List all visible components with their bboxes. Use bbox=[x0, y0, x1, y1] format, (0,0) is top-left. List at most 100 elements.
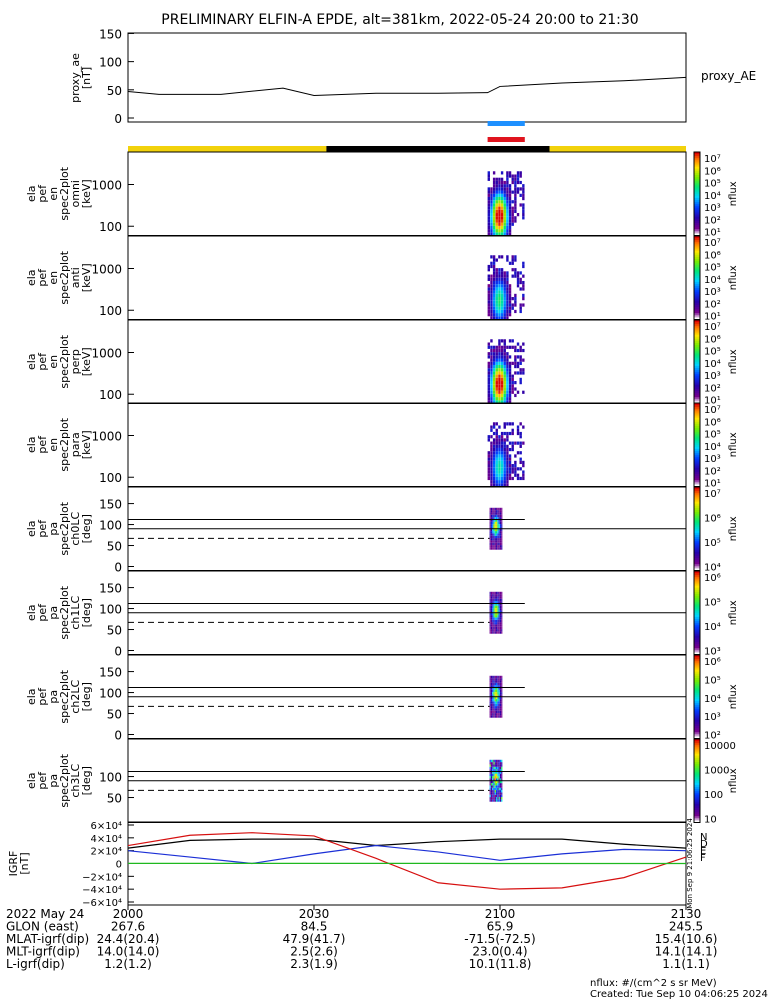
energy-spectrogram-cell bbox=[508, 476, 512, 481]
energy-spectrogram-cell bbox=[506, 184, 509, 188]
pitch-colorbar-segment bbox=[694, 518, 700, 521]
pitch-spectrogram-cell bbox=[489, 624, 491, 627]
pitch-spectrogram-cell bbox=[493, 542, 495, 546]
pitch-colorbar-segment bbox=[694, 766, 700, 769]
pitch-colorbar-segment bbox=[694, 721, 700, 725]
pitch-spectrogram-cell bbox=[489, 619, 491, 623]
energy-spectrogram-cell bbox=[498, 425, 501, 429]
energy-spectrogram-cell bbox=[511, 297, 514, 301]
pitch-spectrogram-cell bbox=[501, 521, 503, 525]
energy-spectrogram-cell bbox=[500, 470, 504, 474]
energy-colorbar-label: nflux bbox=[728, 265, 739, 290]
energy-spectrogram-cell bbox=[498, 377, 501, 382]
energy-spectrogram-cell bbox=[500, 374, 504, 378]
energy-colorbar-tick-label: 10⁴ bbox=[704, 275, 721, 286]
footer-row-value: 47.9(41.7) bbox=[283, 932, 346, 946]
pitch-spectrogram-cell bbox=[498, 703, 500, 707]
pitch-spectrogram-cell bbox=[492, 594, 494, 597]
pitch-spectrogram-cell bbox=[499, 629, 502, 632]
energy-colorbar-segment bbox=[694, 317, 700, 320]
pitch-spectrogram-cell bbox=[501, 545, 503, 548]
energy-spectrogram-cell bbox=[498, 209, 501, 214]
pitch-spectrogram-cell bbox=[501, 766, 503, 770]
energy-colorbar-tick-label: 10¹ bbox=[704, 396, 721, 407]
footer-row-value: 23.0(0.4) bbox=[472, 945, 527, 959]
pitch-spectrogram-cell bbox=[499, 631, 502, 634]
energy-spectrogram-cell bbox=[495, 374, 498, 378]
energy-spectrogram-cell bbox=[495, 209, 498, 214]
energy-spectrogram-cell bbox=[508, 297, 512, 301]
pitch-colorbar-segment bbox=[694, 560, 700, 563]
pitch-spectrogram-cell bbox=[494, 773, 496, 777]
energy-spectrogram-cell bbox=[492, 297, 496, 301]
energy-spectrogram-cell bbox=[490, 428, 493, 432]
energy-spectrogram-cell bbox=[498, 229, 501, 233]
pitch-spectrogram-cell bbox=[490, 615, 493, 618]
energy-spectrogram-cell bbox=[511, 361, 514, 365]
pitch-colorbar-segment bbox=[694, 602, 700, 605]
energy-spectrogram-cell bbox=[514, 216, 517, 220]
pitch-spectrogram-cell bbox=[496, 596, 498, 599]
energy-spectrogram-cell bbox=[495, 180, 498, 185]
pitch-spectrogram-cell bbox=[501, 594, 503, 597]
energy-spectrogram-cell bbox=[514, 460, 517, 465]
energy-spectrogram-cell bbox=[498, 225, 501, 230]
pitch-spectrogram-cell bbox=[492, 528, 494, 532]
pitch-spectrogram-cell bbox=[489, 610, 491, 613]
pitch-spectrogram-cell bbox=[498, 794, 500, 798]
pitch-spectrogram-cell bbox=[497, 685, 499, 688]
pitch-colorbar-segment bbox=[694, 749, 700, 753]
pitch-spectrogram-cell bbox=[490, 687, 493, 690]
pitch-spectrogram-cell bbox=[496, 538, 498, 541]
energy-spectrogram-cell bbox=[503, 203, 506, 207]
pitch-spectrogram-cell bbox=[489, 596, 491, 599]
energy-spectrogram-cell bbox=[495, 187, 498, 191]
energy-spectrogram-cell bbox=[487, 209, 490, 214]
pitch-spectrogram-cell bbox=[493, 675, 495, 679]
energy-spectrogram-cell bbox=[503, 200, 506, 204]
energy-spectrogram-cell bbox=[503, 441, 506, 445]
energy-spectrogram-cell bbox=[495, 216, 498, 220]
energy-spectrogram-cell bbox=[500, 438, 504, 442]
footer-row-label: MLAT-igrf(dip) bbox=[6, 932, 89, 946]
energy-spectrogram-cell bbox=[508, 400, 512, 404]
energy-ylabel-line: ela bbox=[25, 353, 38, 370]
energy-colorbar-tick-label: 10⁴ bbox=[704, 359, 721, 370]
pitch-spectrogram-cell bbox=[490, 538, 493, 541]
pitch-spectrogram-cell bbox=[499, 524, 502, 527]
energy-spectrogram-cell bbox=[500, 219, 504, 223]
energy-spectrogram-cell bbox=[511, 431, 514, 436]
energy-spectrogram-cell bbox=[498, 451, 501, 455]
energy-spectrogram-cell bbox=[500, 187, 504, 191]
energy-spectrogram-cell bbox=[500, 460, 504, 465]
footer-row-value: 2.3(1.9) bbox=[290, 957, 338, 971]
pitch-colorbar-segment bbox=[694, 730, 700, 733]
energy-colorbar-segment bbox=[694, 216, 700, 220]
energy-spectrogram-cell bbox=[495, 470, 498, 474]
energy-spectrogram-cell bbox=[522, 203, 525, 207]
pitch-spectrogram-cell bbox=[501, 596, 503, 599]
energy-spectrogram-cell bbox=[492, 300, 496, 304]
pitch-spectrogram-cell bbox=[489, 538, 491, 541]
pitch-spectrogram-cell bbox=[501, 535, 503, 539]
energy-colorbar-segment bbox=[694, 347, 700, 350]
pitch-spectrogram-cell bbox=[498, 773, 500, 777]
energy-spectrogram-cell bbox=[506, 313, 509, 317]
pitch-spectrogram-cell bbox=[498, 603, 500, 606]
energy-colorbar-segment bbox=[694, 407, 700, 410]
energy-colorbar-segment bbox=[694, 265, 700, 268]
energy-spectrogram-cell bbox=[498, 339, 501, 343]
energy-colorbar-segment bbox=[694, 359, 700, 363]
energy-spectrogram-cell bbox=[508, 393, 512, 398]
pitch-spectrogram-cell bbox=[496, 594, 498, 597]
energy-spectrogram-cell bbox=[519, 361, 522, 365]
energy-spectrogram-cell bbox=[500, 297, 504, 301]
energy-colorbar-segment bbox=[694, 233, 700, 236]
energy-colorbar-segment bbox=[694, 342, 700, 346]
pitch-colorbar-segment bbox=[694, 571, 700, 574]
pitch-spectrogram-cell bbox=[501, 699, 503, 702]
energy-spectrogram-cell bbox=[519, 287, 522, 291]
pitch-colorbar-segment bbox=[694, 648, 700, 651]
energy-spectrogram-cell bbox=[508, 203, 512, 207]
energy-spectrogram-cell bbox=[487, 200, 490, 204]
